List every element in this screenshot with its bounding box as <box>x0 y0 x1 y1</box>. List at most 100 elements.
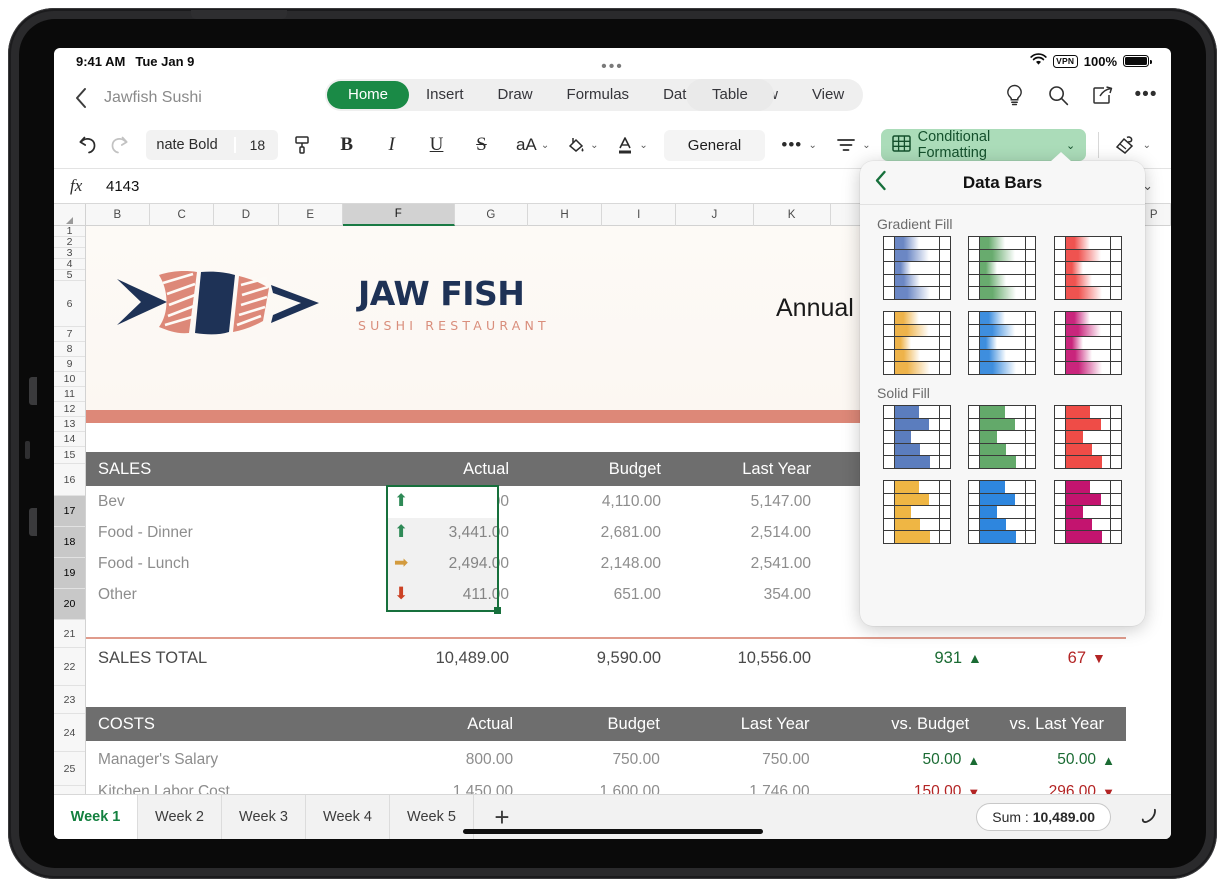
column-header-F[interactable]: F <box>342 204 455 226</box>
undo-icon[interactable] <box>70 129 103 161</box>
row-header-18[interactable]: 18 <box>54 527 85 558</box>
row-header-23[interactable]: 23 <box>54 686 85 714</box>
tab-home[interactable]: Home <box>327 81 410 109</box>
cell-styles-chevron-down-icon[interactable]: ⌄ <box>1142 139 1151 151</box>
sheet-tab-week-3[interactable]: Week 3 <box>222 795 306 839</box>
tab-formulas[interactable]: Formulas <box>566 86 630 103</box>
volume-up-button[interactable] <box>29 377 37 405</box>
formula-bar-chevron-down-icon[interactable]: ⌄ <box>1142 178 1153 193</box>
data-bar-gradient-red[interactable] <box>1054 236 1123 300</box>
font-color-icon[interactable] <box>603 128 648 162</box>
sheet-tab-week-5[interactable]: Week 5 <box>390 795 474 839</box>
column-header-C[interactable]: C <box>150 204 215 226</box>
lightbulb-icon[interactable] <box>1003 84 1025 106</box>
font-case-button[interactable]: aA <box>515 135 537 154</box>
row-header-6[interactable]: 6 <box>54 281 85 327</box>
column-header-E[interactable]: E <box>279 204 343 226</box>
row-header-21[interactable]: 21 <box>54 620 85 648</box>
pen-icon[interactable] <box>1135 803 1160 833</box>
row-header-3[interactable]: 3 <box>54 247 85 259</box>
row-header-5[interactable]: 5 <box>54 269 85 281</box>
format-painter-icon[interactable] <box>279 128 324 162</box>
table-row[interactable]: Kitchen Labor Cost 1,450.00 1,600.00 1,7… <box>86 777 1126 794</box>
document-title[interactable]: Jawfish Sushi <box>104 89 202 106</box>
row-header-19[interactable]: 19 <box>54 558 85 589</box>
data-bar-solid-blue[interactable] <box>882 405 951 469</box>
data-bar-gradient-green[interactable] <box>968 236 1037 300</box>
row-header-24[interactable]: 24 <box>54 714 85 752</box>
row-header-13[interactable]: 13 <box>54 417 85 432</box>
data-bar-solid-lightblue[interactable] <box>968 480 1037 544</box>
back-icon[interactable] <box>68 85 94 111</box>
row-header-12[interactable]: 12 <box>54 402 85 417</box>
row-header-25[interactable]: 25 <box>54 752 85 786</box>
add-sheet-button[interactable]: + <box>494 801 510 832</box>
sheet-tab-week-4[interactable]: Week 4 <box>306 795 390 839</box>
data-bar-solid-magenta[interactable] <box>1054 480 1123 544</box>
font-name-field[interactable]: nate Bold <box>156 137 218 153</box>
tab-view[interactable]: View <box>811 86 845 103</box>
row-header-22[interactable]: 22 <box>54 648 85 686</box>
row-header-9[interactable]: 9 <box>54 357 85 372</box>
column-header-I[interactable]: I <box>602 204 677 226</box>
column-header-K[interactable]: K <box>754 204 831 226</box>
column-header-P[interactable]: P <box>1137 204 1171 226</box>
align-icon[interactable] <box>833 128 858 162</box>
more-icon[interactable]: ••• <box>1134 84 1158 105</box>
row-header-14[interactable]: 14 <box>54 432 85 447</box>
underline-button[interactable]: U <box>429 134 444 155</box>
row-header-7[interactable]: 7 <box>54 327 85 342</box>
select-all-corner[interactable] <box>54 204 86 226</box>
data-bar-gradient-orange[interactable] <box>882 311 951 375</box>
row-header-11[interactable]: 11 <box>54 387 85 402</box>
tab-table[interactable]: Table <box>686 79 774 111</box>
font-case-chevron-down-icon[interactable]: ⌄ <box>540 139 550 151</box>
data-bar-solid-red[interactable] <box>1054 405 1123 469</box>
column-header-B[interactable]: B <box>86 204 150 226</box>
row-header-15[interactable]: 15 <box>54 447 85 464</box>
sales-total-row[interactable]: SALES TOTAL 10,489.00 9,590.00 10,556.00… <box>86 641 1126 675</box>
fill-color-icon[interactable] <box>553 128 598 162</box>
sheet-tab-week-1[interactable]: Week 1 <box>54 795 138 839</box>
row-header-4[interactable]: 4 <box>54 258 85 270</box>
row-header-2[interactable]: 2 <box>54 236 85 248</box>
data-bar-solid-orange[interactable] <box>882 480 951 544</box>
more-format-chevron-down-icon[interactable]: ⌄ <box>808 139 817 151</box>
fx-icon[interactable]: fx <box>70 176 83 195</box>
table-row[interactable]: Manager's Salary 800.00 750.00 750.00 50… <box>86 743 1126 777</box>
home-indicator[interactable] <box>462 829 763 834</box>
fill-color-chevron-down-icon[interactable]: ⌄ <box>590 139 599 151</box>
panel-back-icon[interactable] <box>874 170 887 195</box>
cell-styles-icon[interactable] <box>1111 128 1138 162</box>
tab-insert[interactable]: Insert <box>426 86 464 103</box>
column-header-H[interactable]: H <box>528 204 603 226</box>
column-header-G[interactable]: G <box>455 204 528 226</box>
share-icon[interactable] <box>1091 84 1113 106</box>
data-bar-solid-green[interactable] <box>968 405 1037 469</box>
data-bar-gradient-magenta[interactable] <box>1054 311 1123 375</box>
tab-draw[interactable]: Draw <box>497 86 533 103</box>
row-header-8[interactable]: 8 <box>54 342 85 357</box>
volume-down-button[interactable] <box>29 508 37 536</box>
column-header-J[interactable]: J <box>676 204 754 226</box>
power-button[interactable] <box>25 441 30 459</box>
row-header-20[interactable]: 20 <box>54 589 85 620</box>
search-icon[interactable] <box>1047 84 1069 106</box>
italic-button[interactable]: I <box>388 134 395 155</box>
multitask-handle[interactable]: ••• <box>601 58 624 75</box>
strikethrough-button[interactable]: S <box>476 134 487 155</box>
sheet-tab-week-2[interactable]: Week 2 <box>138 795 222 839</box>
row-header-16[interactable]: 16 <box>54 464 85 496</box>
bold-button[interactable]: B <box>340 134 354 155</box>
font-color-chevron-down-icon[interactable]: ⌄ <box>639 139 648 151</box>
column-header-D[interactable]: D <box>214 204 279 226</box>
align-chevron-down-icon[interactable]: ⌄ <box>862 139 871 151</box>
data-bar-gradient-lightblue[interactable] <box>968 311 1037 375</box>
row-header-10[interactable]: 10 <box>54 372 85 387</box>
font-size-field[interactable]: 18 <box>234 137 278 153</box>
row-header-1[interactable]: 1 <box>54 225 85 237</box>
more-format-button[interactable]: ••• <box>781 135 803 154</box>
number-format-button[interactable]: General <box>663 129 766 161</box>
formula-input[interactable]: 4143 <box>106 177 140 195</box>
row-header-17[interactable]: 17 <box>54 496 85 527</box>
